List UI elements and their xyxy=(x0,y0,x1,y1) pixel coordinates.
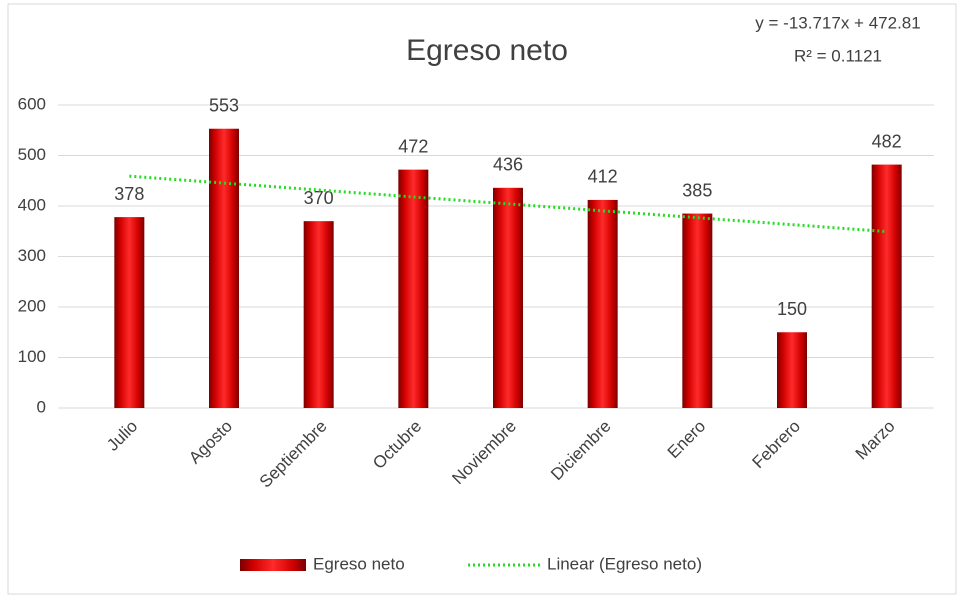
bar xyxy=(114,217,145,408)
bar xyxy=(871,164,902,408)
y-tick-label: 500 xyxy=(18,145,46,164)
bar xyxy=(682,213,713,408)
y-tick-label: 100 xyxy=(18,347,46,366)
data-label: 472 xyxy=(398,136,428,156)
bar xyxy=(209,128,239,409)
data-label: 482 xyxy=(872,131,902,151)
data-label: 385 xyxy=(682,180,712,200)
bar xyxy=(398,169,429,408)
data-label: 553 xyxy=(209,95,239,115)
trendline xyxy=(129,174,887,234)
y-tick-label: 300 xyxy=(18,246,46,265)
y-tick-label: 600 xyxy=(18,94,46,113)
data-label: 436 xyxy=(493,155,523,175)
data-label: 150 xyxy=(777,299,807,319)
bar xyxy=(777,332,807,408)
legend-label: Linear (Egreso neto) xyxy=(547,554,702,573)
legend-swatch xyxy=(240,559,306,571)
chart-border xyxy=(7,3,957,595)
data-label: 378 xyxy=(114,184,144,204)
legend-label: Egreso neto xyxy=(313,554,405,573)
bar xyxy=(493,187,523,408)
bar xyxy=(303,221,334,408)
data-label: 370 xyxy=(304,188,334,208)
y-tick-label: 200 xyxy=(18,296,46,315)
bar xyxy=(587,199,618,408)
trendline-r2: R² = 0.1121 xyxy=(794,46,882,65)
chart-title: Egreso neto xyxy=(406,34,568,67)
data-label: 412 xyxy=(588,167,618,187)
trendline-equation: y = -13.717x + 472.81 xyxy=(755,13,920,32)
y-tick-label: 400 xyxy=(18,195,46,214)
y-tick-label: 0 xyxy=(37,397,46,416)
